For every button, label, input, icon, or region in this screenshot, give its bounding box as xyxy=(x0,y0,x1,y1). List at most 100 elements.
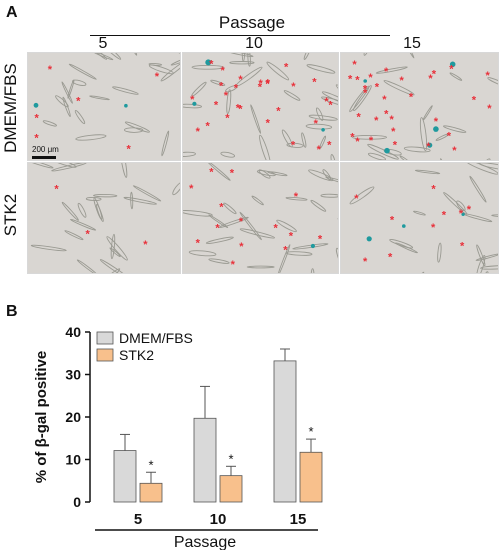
senescent-cell-marker: * xyxy=(447,130,452,142)
senescent-cell-marker: * xyxy=(431,222,436,234)
senescent-cell-marker: * xyxy=(354,193,359,205)
senescent-cell-marker: * xyxy=(231,259,236,271)
senescent-cell-marker: * xyxy=(266,118,271,130)
senescent-cell-marker: * xyxy=(363,88,368,100)
x-tick-label-15: 15 xyxy=(290,511,307,528)
senescent-cell-marker: * xyxy=(54,183,59,195)
micrograph-stk2-p10: * * * * * * * * * * * * * * xyxy=(182,162,339,274)
row-label-dmem-fbs: DMEM/FBS xyxy=(1,63,20,153)
bar-stk2-p15 xyxy=(299,451,323,503)
senescent-cell-marker: * xyxy=(363,83,368,95)
senescent-cell-marker: * xyxy=(238,104,243,116)
y-tick-label: 10 xyxy=(65,452,81,468)
senescent-cell-marker: * xyxy=(190,94,195,106)
passage-header: Passage xyxy=(218,13,286,32)
micrograph-stk2-p15: * * * * * * * * * * xyxy=(340,162,499,274)
panel-a-letter: A xyxy=(6,4,18,21)
senescent-cell-marker: * xyxy=(434,116,439,128)
bar-dmem-fbs-p15 xyxy=(273,360,297,503)
senescent-cell-marker: * xyxy=(196,126,201,138)
passage-label-5: 5 xyxy=(98,35,108,52)
significance-marker: * xyxy=(148,457,153,472)
y-tick-label: 0 xyxy=(73,494,81,510)
senescent-cell-marker: * xyxy=(459,208,464,220)
legend-swatch-stk2 xyxy=(96,348,114,362)
senescent-cell-marker: * xyxy=(155,71,160,83)
senescent-cell-marker: * xyxy=(409,91,414,103)
y-axis-label: % of β-gal positive xyxy=(33,351,50,484)
senescent-cell-marker: * xyxy=(391,126,396,138)
senescent-cell-marker: * xyxy=(219,81,224,93)
senescent-cell-marker: * xyxy=(432,68,437,80)
micrograph-dmem-fbs-p5: * * * * * * xyxy=(27,52,181,161)
senescent-cell-marker: * xyxy=(274,223,279,235)
senescent-cell-marker: * xyxy=(327,139,332,151)
y-tick-label: 30 xyxy=(65,367,81,383)
senescent-cell-marker: * xyxy=(265,79,270,91)
senescent-cell-marker: * xyxy=(294,191,299,203)
legend-swatch-dmem-fbs xyxy=(96,331,114,345)
row-label-stk2: STK2 xyxy=(1,193,20,237)
senescent-cell-marker: * xyxy=(143,239,148,251)
senescent-cell-marker: * xyxy=(428,73,433,85)
x-tick-label-10: 10 xyxy=(210,511,227,528)
senescent-cell-marker: * xyxy=(393,139,398,151)
y-tick-label: 20 xyxy=(65,409,81,425)
senescent-cell-marker: * xyxy=(209,167,214,179)
bar-stk2-p10 xyxy=(219,475,243,503)
senescent-cell-marker: * xyxy=(291,139,296,151)
micrograph-dmem-fbs-p10: * * * * * * * * * * * * * * * * * * * * * * * * * * * * xyxy=(182,52,339,161)
senescent-cell-marker: * xyxy=(384,108,389,120)
senescent-cell-marker: * xyxy=(289,231,294,243)
senescent-cell-marker: * xyxy=(291,81,296,93)
panel-b-letter: B xyxy=(6,303,18,320)
scale-bar xyxy=(32,156,56,159)
senescent-cell-marker: * xyxy=(363,256,368,268)
x-axis-label: Passage xyxy=(174,534,236,550)
senescent-cell-marker: * xyxy=(209,58,214,70)
x-tick-label-5: 5 xyxy=(134,511,142,528)
senescent-cell-marker: * xyxy=(449,64,454,76)
passage-header-line xyxy=(90,35,390,36)
micrograph-stk2-p5: * * * xyxy=(27,162,181,274)
senescent-cell-marker: * xyxy=(350,132,355,144)
senescent-cell-marker: * xyxy=(431,183,436,195)
senescent-cell-marker: * xyxy=(426,141,431,153)
senescent-cell-marker: * xyxy=(239,216,244,228)
senescent-cell-marker: * xyxy=(276,106,281,118)
senescent-cell-marker: * xyxy=(487,103,492,115)
bar-dmem-fbs-p5 xyxy=(113,450,137,503)
significance-marker: * xyxy=(228,451,233,466)
senescent-cell-marker: * xyxy=(259,78,264,90)
senescent-cell-marker: * xyxy=(189,183,194,195)
passage-label-15: 15 xyxy=(403,35,421,52)
senescent-cell-marker: * xyxy=(486,70,491,82)
senescent-cell-marker: * xyxy=(324,96,329,108)
senescent-cell-marker: * xyxy=(236,103,241,115)
senescent-cell-marker: * xyxy=(35,112,40,124)
senescent-cell-marker: * xyxy=(76,95,81,107)
senescent-cell-marker: * xyxy=(452,145,457,157)
senescent-cell-marker: * xyxy=(238,74,243,86)
senescent-cell-marker: * xyxy=(219,202,224,214)
senescent-cell-marker: * xyxy=(48,64,53,76)
senescent-cell-marker: * xyxy=(328,100,333,112)
senescent-cell-marker: * xyxy=(355,136,360,148)
senescent-cell-marker: * xyxy=(215,222,220,234)
senescent-cell-marker: * xyxy=(234,82,239,94)
senescent-cell-marker: * xyxy=(127,143,132,155)
senescent-cell-marker: * xyxy=(390,214,395,226)
bar-chart: 0 10 20 30 40 % of β-gal positive * 5 * 10 * 15 Pass… xyxy=(33,324,323,550)
senescent-cell-marker: * xyxy=(283,245,288,257)
senescent-cell-marker: * xyxy=(284,61,289,73)
senescent-cell-marker: * xyxy=(388,252,393,264)
senescent-cell-marker: * xyxy=(221,65,226,77)
senescent-cell-marker: * xyxy=(266,77,271,89)
senescent-cell-marker: * xyxy=(214,99,219,111)
senescent-cell-marker: * xyxy=(239,241,244,253)
senescent-cell-marker: * xyxy=(374,115,379,127)
senescent-cell-marker: * xyxy=(472,95,477,107)
y-tick-label: 40 xyxy=(65,324,81,340)
senescent-cell-marker: * xyxy=(230,168,235,180)
senescent-cell-marker: * xyxy=(357,112,362,124)
